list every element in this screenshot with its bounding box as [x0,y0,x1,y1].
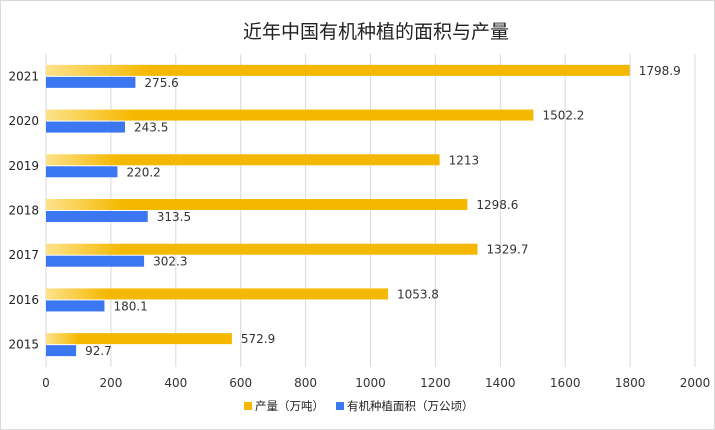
legend-swatch-area [336,402,344,410]
x-tick-label: 800 [294,376,317,390]
bar-area [46,121,126,133]
x-tick-label: 1600 [550,376,581,390]
data-label: 92.7 [85,344,112,358]
x-tick-label: 200 [99,376,122,390]
bar-production [46,333,232,345]
data-label: 1213 [449,153,480,167]
legend-label: 有机种植面积（万公顷） [347,399,474,413]
data-label: 220.2 [126,165,160,179]
data-label: 1053.8 [397,287,439,301]
x-tick-label: 1400 [485,376,516,390]
data-label: 1329.7 [486,243,528,257]
category-label: 2019 [8,159,39,173]
data-label: 243.5 [134,121,168,135]
data-label: 572.9 [241,332,275,346]
bar-area [46,211,148,222]
category-label: 2015 [8,338,39,352]
bar-production [46,288,388,300]
x-tick-label: 600 [229,376,252,390]
x-tick-label: 1000 [355,376,386,390]
data-label: 1502.2 [542,109,584,123]
data-label: 313.5 [157,210,191,224]
legend-label: 产量（万吨） [255,399,324,413]
bar-area [46,166,118,178]
bar-production [46,109,534,121]
x-axis-ticks: 0 200 400 600 800 1000 1200 1400 1600 1800 2000 [42,376,710,390]
data-label: 1298.6 [476,198,518,212]
x-tick-label: 0 [42,376,50,390]
bars: 1798.9 275.6 1502.2 243.5 1213 220.2 1298.6 313… [46,64,681,358]
bar-area [46,76,136,88]
category-label: 2021 [8,69,39,83]
legend: 产量（万吨） 有机种植面积（万公顷） [244,399,474,413]
data-label: 275.6 [144,76,178,90]
grid-lines [45,54,696,367]
bar-area [46,345,77,357]
data-label: 1798.9 [639,64,681,78]
bar-production [46,64,630,76]
category-label: 2016 [8,293,39,307]
bar-production [46,243,478,255]
bar-production [46,199,468,210]
data-label: 302.3 [153,255,187,269]
data-label: 180.1 [113,299,147,313]
bar-production [46,154,440,166]
chart-title: 近年中国有机种植的面积与产量 [243,21,509,43]
category-label: 2020 [8,114,39,128]
x-tick-label: 1800 [615,376,646,390]
bar-area [46,255,145,267]
x-tick-label: 2000 [680,376,711,390]
x-tick-label: 400 [164,376,187,390]
y-axis-categories: 2021 2020 2019 2018 2017 2016 2015 [8,69,39,351]
legend-swatch-production [244,402,252,410]
category-label: 2018 [8,204,39,218]
x-tick-label: 1200 [420,376,451,390]
category-label: 2017 [8,248,39,262]
bar-area [46,300,105,312]
